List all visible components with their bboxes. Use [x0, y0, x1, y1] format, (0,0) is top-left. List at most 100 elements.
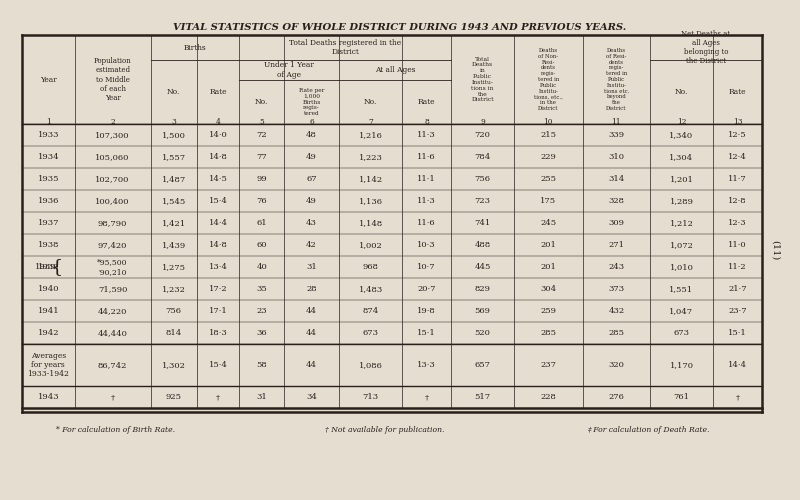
Text: 4: 4 [216, 118, 221, 126]
Text: 43: 43 [306, 219, 317, 227]
Text: 1939: 1939 [34, 263, 56, 271]
Text: 44,440: 44,440 [98, 329, 127, 337]
Text: 12·3: 12·3 [728, 219, 747, 227]
Text: 1,483: 1,483 [358, 285, 383, 293]
Text: VITAL STATISTICS OF WHOLE DISTRICT DURING 1943 AND PREVIOUS YEARS.: VITAL STATISTICS OF WHOLE DISTRICT DURIN… [174, 23, 626, 32]
Text: 36: 36 [256, 329, 267, 337]
Text: 175: 175 [540, 197, 556, 205]
Text: 34: 34 [306, 393, 317, 401]
Text: 488: 488 [474, 241, 490, 249]
Text: No.: No. [675, 88, 688, 96]
Text: 21·7: 21·7 [728, 285, 747, 293]
Text: 44: 44 [306, 329, 317, 337]
Text: 15·4: 15·4 [209, 361, 227, 369]
Text: 49: 49 [306, 153, 317, 161]
Text: 11·7: 11·7 [728, 175, 747, 183]
Text: 1941: 1941 [38, 307, 59, 315]
Text: 10·3: 10·3 [418, 241, 436, 249]
Text: 5: 5 [259, 118, 264, 126]
Text: 14·0: 14·0 [209, 131, 227, 139]
Text: 13·4: 13·4 [209, 263, 227, 271]
Text: 237: 237 [540, 361, 556, 369]
Text: 44: 44 [306, 307, 317, 315]
Text: Births: Births [184, 44, 206, 52]
Text: 8: 8 [424, 118, 429, 126]
Text: 20·7: 20·7 [418, 285, 436, 293]
Text: ‡ For calculation of Death Rate.: ‡ For calculation of Death Rate. [587, 426, 709, 434]
Text: 1,421: 1,421 [162, 219, 186, 227]
Text: 271: 271 [608, 241, 624, 249]
Text: 201: 201 [540, 263, 556, 271]
Text: 339: 339 [608, 131, 624, 139]
Text: Averages
for years
1933-1942: Averages for years 1933-1942 [27, 352, 70, 378]
Text: 215: 215 [540, 131, 556, 139]
Text: 44,220: 44,220 [98, 307, 127, 315]
Text: 229: 229 [540, 153, 556, 161]
Text: 14·4: 14·4 [209, 219, 227, 227]
Text: 28: 28 [306, 285, 317, 293]
Text: 657: 657 [474, 361, 490, 369]
Text: 304: 304 [540, 285, 556, 293]
Text: (11): (11) [770, 240, 779, 260]
Text: 520: 520 [474, 329, 490, 337]
Text: 2: 2 [110, 118, 115, 126]
Text: 14·8: 14·8 [209, 153, 227, 161]
Text: No.: No. [255, 98, 268, 106]
Text: 1934: 1934 [38, 153, 59, 161]
Text: Population
estimated
to Middle
of each
Year: Population estimated to Middle of each Y… [94, 57, 131, 102]
Text: 741: 741 [474, 219, 490, 227]
Text: 874: 874 [362, 307, 379, 315]
Text: 1942: 1942 [38, 329, 59, 337]
Text: 1,545: 1,545 [162, 197, 186, 205]
Text: †: † [110, 393, 114, 401]
Text: 673: 673 [674, 329, 690, 337]
Text: 673: 673 [362, 329, 378, 337]
Text: 14·8: 14·8 [209, 241, 227, 249]
Text: 814: 814 [166, 329, 182, 337]
Text: 48: 48 [306, 131, 317, 139]
Text: 1,232: 1,232 [162, 285, 186, 293]
Text: 1,201: 1,201 [670, 175, 694, 183]
Text: 12·4: 12·4 [728, 153, 747, 161]
Text: 1940: 1940 [38, 285, 59, 293]
Text: 328: 328 [608, 197, 624, 205]
Text: †: † [425, 393, 429, 401]
Text: 1,216: 1,216 [358, 131, 382, 139]
Text: 1,302: 1,302 [162, 361, 186, 369]
Text: 14·4: 14·4 [728, 361, 747, 369]
Text: 243: 243 [608, 263, 624, 271]
Text: 72: 72 [256, 131, 267, 139]
Text: 285: 285 [608, 329, 624, 337]
Text: 11: 11 [611, 118, 621, 126]
Text: 12: 12 [677, 118, 686, 126]
Text: † Not available for publication.: † Not available for publication. [326, 426, 445, 434]
Text: 784: 784 [474, 153, 490, 161]
Text: 310: 310 [608, 153, 624, 161]
Text: 1,289: 1,289 [670, 197, 694, 205]
Text: 35: 35 [256, 285, 267, 293]
Text: 17·1: 17·1 [209, 307, 227, 315]
Text: 40: 40 [256, 263, 267, 271]
Text: At all Ages: At all Ages [375, 66, 415, 74]
Text: 925: 925 [166, 393, 182, 401]
Text: 432: 432 [608, 307, 624, 315]
Text: 1,275: 1,275 [162, 263, 186, 271]
Text: 228: 228 [540, 393, 556, 401]
Text: 13·3: 13·3 [418, 361, 436, 369]
Text: 71,590: 71,590 [98, 285, 127, 293]
Text: 11·3: 11·3 [418, 197, 436, 205]
Text: 7: 7 [368, 118, 373, 126]
Text: 1,148: 1,148 [358, 219, 383, 227]
Text: †: † [216, 393, 220, 401]
Text: 569: 569 [474, 307, 490, 315]
Text: 829: 829 [474, 285, 490, 293]
Text: 18·3: 18·3 [209, 329, 227, 337]
Text: 1,557: 1,557 [162, 153, 186, 161]
Text: 1933: 1933 [38, 131, 59, 139]
Text: 1935: 1935 [38, 175, 59, 183]
Text: Rate: Rate [210, 88, 227, 96]
Text: 309: 309 [608, 219, 624, 227]
Text: 67: 67 [306, 175, 317, 183]
Text: 58: 58 [256, 361, 267, 369]
Text: 13: 13 [733, 118, 742, 126]
